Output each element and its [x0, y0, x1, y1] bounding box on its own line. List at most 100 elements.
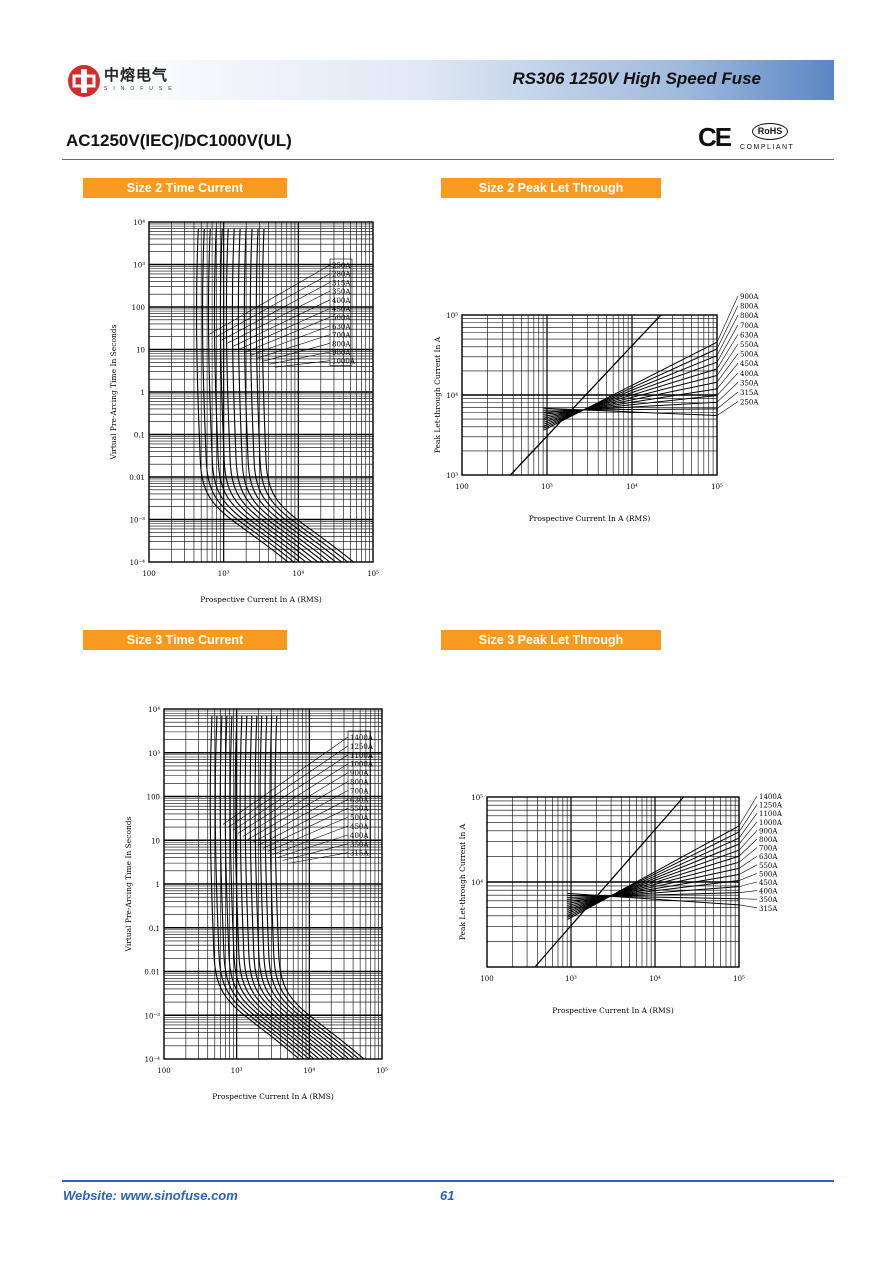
size3-peak-let-through-chart: 100 10³ 10⁴ 10⁵ 10⁵ 10⁴ Prospective Current In… [458, 793, 783, 1015]
curve-label: 630A [332, 323, 351, 331]
y-tick-label: 0.1 [149, 925, 160, 933]
y-tick-label: 10⁴ [133, 219, 145, 227]
curve-label: 250A [332, 262, 351, 270]
y-tick-label: 10⁴ [471, 879, 483, 887]
subtitle-divider [62, 159, 834, 160]
curve-label: 1100A [350, 752, 374, 760]
y-tick-label: 10³ [446, 472, 458, 480]
fuse-curve [214, 715, 305, 1060]
fuse-curve [244, 715, 335, 1060]
fuse-curve [239, 715, 330, 1060]
curve-leader-line [738, 890, 758, 893]
cutoff-curve [567, 892, 740, 906]
curve-leader-line [716, 334, 739, 370]
curve-label-box [329, 258, 353, 366]
cutoff-curve [543, 388, 718, 417]
curve-label: 315A [350, 850, 369, 858]
x-axis-label: Prospective Current In A (RMS) [212, 1092, 334, 1101]
curve-label: 400A [740, 370, 759, 378]
fuse-curve [249, 228, 342, 563]
cutoff-curve [543, 341, 718, 431]
cutoff-curve [543, 407, 718, 417]
curve-leader-line [232, 754, 349, 831]
y-axis-label: Virtual Pre-Arcing Time In Seconds [124, 816, 133, 952]
curve-label: 700A [740, 322, 759, 330]
fuse-curve [254, 715, 345, 1060]
curve-label: 550A [759, 862, 778, 870]
y-tick-label: 0.01 [144, 969, 160, 977]
cutoff-curve [567, 843, 740, 914]
curve-leader-line [257, 799, 349, 846]
curve-leader-line [716, 391, 739, 410]
x-tick-label: 100 [480, 975, 493, 983]
y-tick-label: 10⁴ [148, 706, 160, 714]
y-tick-label: 10 [151, 837, 160, 845]
curve-leader-line [738, 838, 758, 857]
size2-peak-let-through-chart: 100 10³ 10⁴ 10⁵ 10⁵ 10⁴ 10³ Prospective Current… [433, 293, 759, 523]
cutoff-curve [543, 395, 718, 415]
curve-leader-line [267, 816, 349, 852]
y-axis-label: Virtual Pre-Arcing Time In Seconds [109, 324, 118, 460]
fuse-curve [209, 715, 300, 1060]
curve-leader-line [252, 790, 349, 843]
curve-label: 900A [759, 827, 778, 835]
brand-chinese-name: 中熔电气 [104, 66, 169, 84]
curve-label: 1100A [759, 810, 783, 818]
curve-leader-line [738, 847, 758, 863]
y-tick-label: 10⁵ [446, 312, 458, 320]
curve-leader-line [227, 745, 349, 828]
curve-label: 450A [759, 879, 778, 887]
y-axis-label: Peak Let-through Current In A [433, 336, 442, 453]
website-link[interactable]: Website: www.sinofuse.com [63, 1188, 238, 1203]
curve-label: 450A [350, 823, 369, 831]
y-tick-label: 1 [141, 389, 145, 397]
curve-label: 700A [332, 332, 351, 340]
curve-label: 1000A [332, 358, 356, 366]
curve-label: 450A [332, 306, 351, 314]
curve-label: 900A [350, 770, 369, 778]
curve-label: 550A [740, 341, 759, 349]
curve-leader-line [738, 904, 758, 909]
curve-leader-line [716, 305, 739, 349]
curve-leader-line [209, 264, 331, 335]
y-tick-label: 10⁻³ [145, 1012, 161, 1020]
curve-leader-line [247, 781, 349, 840]
curve-leader-line [277, 834, 349, 858]
curve-label: 280A [332, 271, 351, 279]
curve-label: 500A [759, 870, 778, 878]
section-label-size2-time-current: Size 2 Time Current [83, 178, 287, 198]
fuse-curve [219, 715, 310, 1060]
cutoff-curve [567, 855, 740, 910]
fuse-curve [259, 715, 350, 1060]
curve-leader-line [282, 843, 349, 861]
x-tick-label: 10⁴ [649, 975, 661, 983]
curve-leader-line [738, 864, 758, 875]
curve-leader-line [716, 372, 739, 396]
fuse-curve [201, 228, 295, 563]
curve-leader-line [221, 282, 331, 341]
cutoff-curve [567, 880, 740, 902]
curve-leader-line [215, 273, 331, 338]
fuse-curve [196, 228, 289, 563]
cutoff-curve [567, 825, 740, 920]
curve-label: 800A [740, 303, 759, 311]
cutoff-curve [543, 401, 718, 413]
cutoff-curve [567, 892, 740, 898]
peak-limit-line [509, 314, 662, 476]
fuse-curve [243, 228, 337, 563]
curve-leader-line [239, 308, 331, 350]
curve-leader-line [262, 807, 349, 849]
y-tick-label: 1 [156, 881, 160, 889]
curve-label: 630A [740, 331, 759, 339]
curve-leader-line [233, 299, 331, 347]
x-tick-label: 10⁴ [292, 570, 304, 578]
cutoff-curve [543, 375, 718, 421]
x-tick-label: 10⁴ [303, 1067, 315, 1075]
curve-leader-line [222, 736, 349, 825]
footer-divider [62, 1180, 834, 1182]
curve-label: 1400A [759, 793, 783, 801]
y-tick-label: 10⁻⁴ [145, 1056, 161, 1064]
curve-label: 800A [759, 836, 778, 844]
fuse-curve [264, 715, 355, 1060]
x-tick-label: 100 [455, 483, 468, 491]
